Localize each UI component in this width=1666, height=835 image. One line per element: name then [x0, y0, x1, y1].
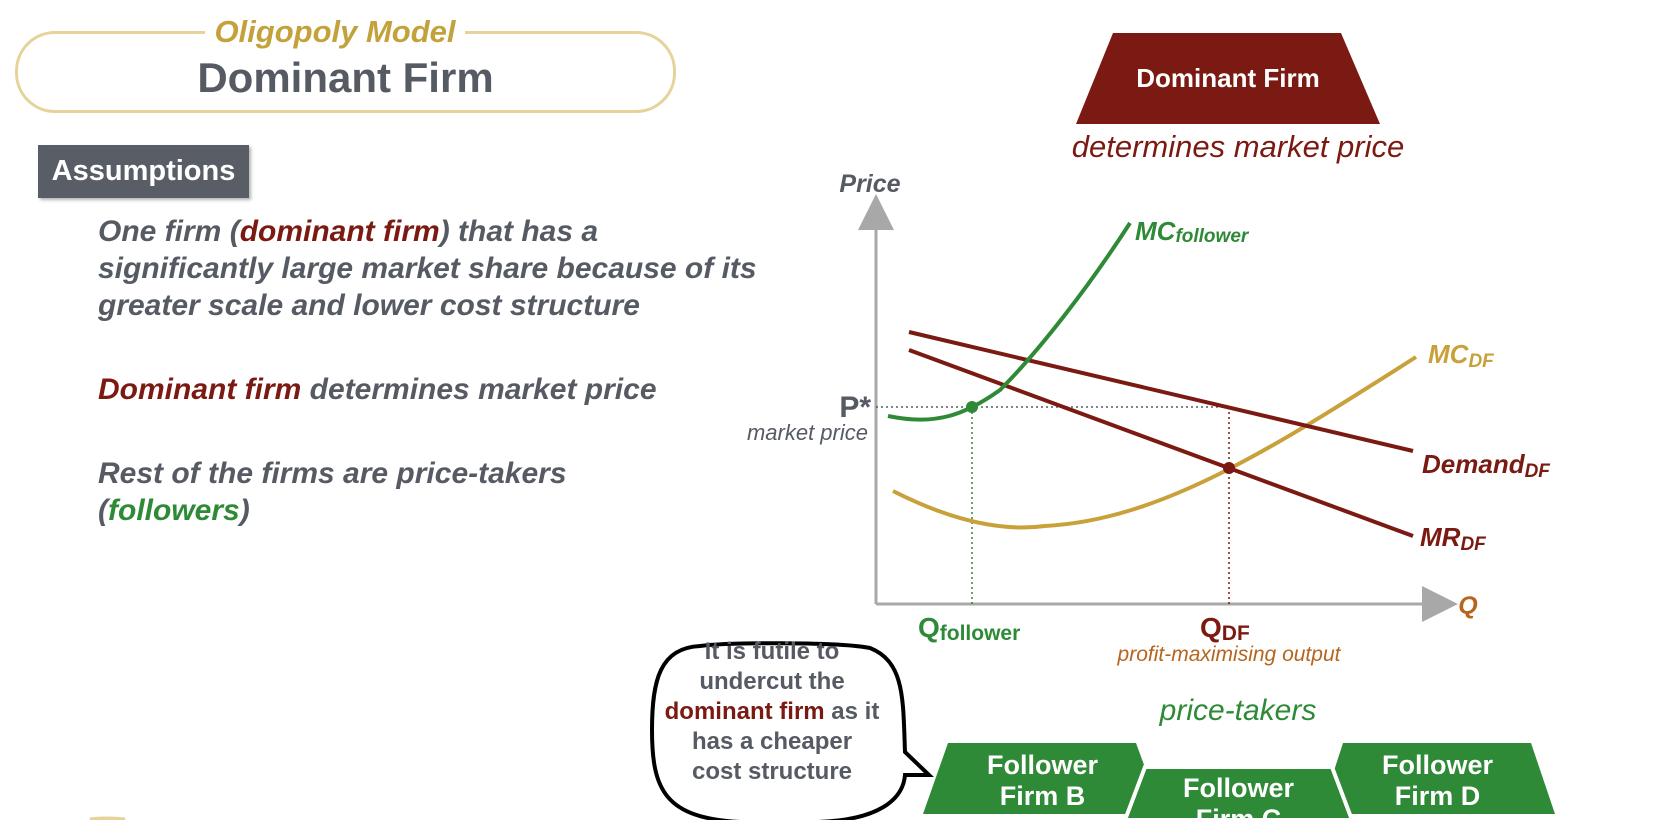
eyebrow-title: Oligopoly Model: [205, 14, 465, 50]
dominant-firm-highlight: dominant firm: [239, 215, 440, 248]
mr-df-label: MRDF: [1420, 522, 1487, 555]
mc-follower-curve: [887, 221, 1132, 422]
callout-line: has a cheaper: [691, 728, 853, 755]
speech-bubble-text: It is futile to undercut the dominant fi…: [646, 637, 898, 787]
dominant-firm-badge-label: Dominant Firm: [1136, 63, 1319, 93]
label-main: MC: [1135, 216, 1177, 246]
assumption-price-setter: Dominant firm determines market price: [98, 371, 738, 408]
followers-highlight: followers: [108, 494, 240, 527]
assumptions-label: Assumptions: [38, 145, 249, 198]
label-main: MC: [1428, 339, 1470, 369]
mr-df-curve: [908, 348, 1414, 538]
label-main: MR: [1420, 522, 1461, 552]
assumption-text: ) that has a significantly large market …: [98, 215, 757, 322]
assumption-text: ): [239, 494, 250, 527]
assumption-text: Rest of the firms are price-takers (: [98, 457, 567, 527]
callout-line: cost structure: [691, 758, 853, 785]
label-main: Q: [1200, 612, 1222, 643]
firm-label-line: Firm D: [1394, 781, 1481, 811]
speech-bubble: [649, 641, 934, 820]
firm-label-line: Firm B: [999, 781, 1086, 811]
follower-firm-d-badge: [1320, 743, 1555, 814]
assumption-text: determines market price: [301, 373, 657, 406]
quantity-axis-label: Q: [1458, 592, 1478, 620]
price-takers-caption: price-takers: [1159, 694, 1317, 727]
label-sub: follower: [1175, 226, 1249, 247]
price-axis-label: Price: [839, 170, 900, 198]
label-sub: follower: [940, 622, 1021, 645]
page-title: Dominant Firm: [197, 54, 494, 101]
mc-df-label: MCDF: [1428, 339, 1495, 372]
label-sub: DF: [1222, 622, 1250, 645]
firm-label-line: Follower: [1182, 773, 1294, 803]
callout-line: It is futile to: [704, 638, 840, 665]
market-price-caption: market price: [747, 420, 868, 445]
assumption-followers: Rest of the firms are price-takers (foll…: [98, 455, 618, 529]
label-main: Q: [918, 612, 940, 643]
follower-firm-d: Follower Firm D: [1320, 750, 1555, 812]
label-sub: DF: [1460, 534, 1487, 555]
follower-equilibrium-point: [966, 401, 978, 413]
firm-label-line: Follower: [986, 750, 1098, 780]
follower-firm-c-badge: [1122, 765, 1355, 820]
q-df-label: QDF: [1200, 612, 1250, 645]
p-star-label: P*: [839, 391, 871, 424]
follower-firm-b: Follower Firm B: [923, 750, 1162, 812]
callout-line: undercut the: [699, 668, 845, 695]
follower-firm-b-badge: [923, 743, 1162, 814]
mc-follower-label: MCfollower: [1135, 216, 1250, 247]
dominant-firm-highlight: Dominant firm: [98, 373, 302, 406]
mc-df-curve: [892, 355, 1418, 530]
follower-firm-c: Follower Firm C: [1125, 773, 1352, 835]
q-df-caption: profit-maximising output: [1117, 643, 1342, 666]
label-sub: DF: [1468, 351, 1495, 372]
dominant-firm-highlight: dominant firm: [664, 698, 825, 725]
q-follower-label: Qfollower: [918, 612, 1020, 645]
firm-label-line: Follower: [1381, 750, 1493, 780]
label-sub: DF: [1525, 461, 1552, 482]
callout-text: as it: [824, 698, 880, 725]
callout-line: dominant firm as it: [646, 697, 898, 727]
label-main: Demand: [1422, 449, 1526, 479]
assumption-dominant-share: One firm (dominant firm) that has a sign…: [98, 213, 758, 324]
demand-df-curve: [908, 330, 1414, 453]
demand-df-label: DemandDF: [1422, 449, 1551, 482]
dominant-firm-badge: [1076, 33, 1380, 124]
assumption-text: One firm (: [98, 215, 240, 248]
df-equilibrium-point: [1223, 462, 1235, 474]
dominant-firm-caption: determines market price: [1072, 129, 1405, 164]
